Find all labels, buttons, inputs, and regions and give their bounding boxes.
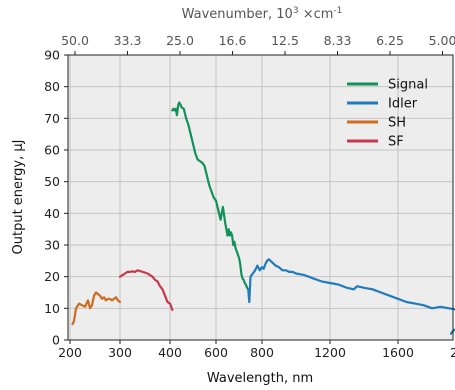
series-line-sh: [71, 291, 122, 326]
top-axis-label-main: Wavenumber, 10: [182, 7, 293, 22]
x-tick-label: 200: [58, 345, 82, 360]
y-tick-label: 30: [44, 238, 60, 253]
series-line-idler: [247, 258, 455, 335]
x-tick-label: 800: [250, 345, 274, 360]
x-tick-label: 2000: [450, 345, 455, 360]
x-tick-label: 1600: [382, 345, 414, 360]
top-axis-label-sup2: -1: [333, 6, 342, 16]
legend-label-sh: SH: [388, 116, 406, 131]
top-tick-label: 25.0: [166, 33, 194, 48]
plot-area: [67, 54, 454, 341]
x-tick-label: 600: [204, 345, 228, 360]
series-line-signal: [171, 101, 250, 291]
y-tick-label: 80: [44, 79, 60, 94]
top-axis-label-mid: ×cm: [299, 7, 334, 22]
top-tick-label: 5.00: [429, 33, 455, 48]
x-tick-label: 1200: [314, 345, 346, 360]
legend-label-idler: Idler: [388, 97, 418, 112]
y-tick-label: 70: [44, 111, 60, 126]
top-axis-label-sup1: 3: [293, 6, 299, 16]
legend-label-signal: Signal: [388, 78, 428, 93]
top-tick-label: 6.25: [376, 33, 404, 48]
y-tick-label: 60: [44, 143, 60, 158]
y-tick-label: 20: [44, 269, 60, 284]
top-tick-label: 33.3: [114, 33, 142, 48]
y-tick-label: 40: [44, 206, 60, 221]
grid-layer: [68, 54, 453, 341]
top-tick-label: 12.5: [271, 33, 299, 48]
tick-layer: 200 300 400 600 800 1200 1600 2000 0 10 20 30 40 50 60…: [44, 33, 455, 360]
x-axis-label: Wavelength, nm: [207, 371, 313, 386]
y-tick-label: 50: [44, 174, 60, 189]
y-tick-label: 0: [52, 333, 60, 348]
x-tick-label: 400: [158, 345, 182, 360]
top-tick-label: 8.33: [324, 33, 352, 48]
y-tick-label: 10: [44, 301, 60, 316]
top-tick-label: 50.0: [61, 33, 89, 48]
y-axis-label: Output energy, μJ: [11, 140, 26, 255]
series-line-sf: [118, 269, 174, 311]
x-tick-label: 300: [108, 345, 132, 360]
legend-label-sf: SF: [388, 135, 404, 150]
plot-frame: [67, 54, 454, 341]
legend: Signal Idler SH SF: [347, 78, 428, 150]
series-layer: [71, 101, 455, 335]
top-tick-label: 16.6: [219, 33, 247, 48]
y-tick-label: 90: [44, 48, 60, 63]
top-axis-label: Wavenumber, 103 ×cm-1: [182, 6, 343, 22]
